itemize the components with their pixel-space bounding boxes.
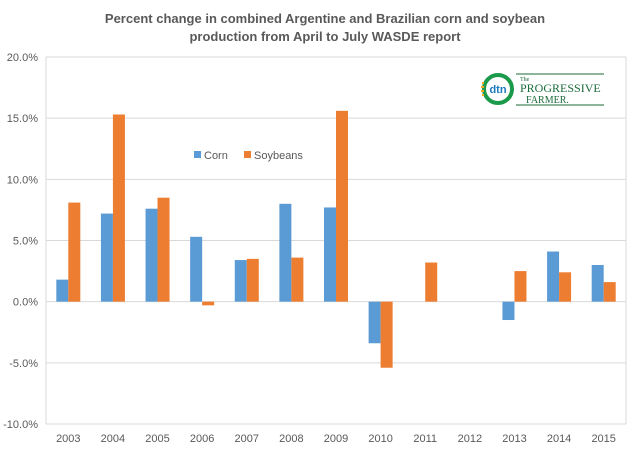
bar-corn-2013 <box>502 301 515 321</box>
x-tick-label: 2009 <box>324 433 348 445</box>
x-tick-label: 2008 <box>279 433 303 445</box>
y-tick-label: 5.0% <box>13 236 38 248</box>
x-tick-label: 2015 <box>591 433 615 445</box>
y-tick-label: 15.0% <box>7 113 38 125</box>
x-tick-label: 2007 <box>235 433 259 445</box>
legend-swatch-corn <box>194 151 201 158</box>
x-tick-label: 2005 <box>145 433 169 445</box>
x-tick-label: 2014 <box>547 433 571 445</box>
legend-label-soybeans: Soybeans <box>254 150 303 162</box>
dtn-accent-icon <box>481 82 484 96</box>
chart-title: Percent change in combined Argentine and… <box>80 10 570 46</box>
bar-soybeans-2006 <box>202 301 215 306</box>
bars <box>56 110 616 368</box>
legend-label-corn: Corn <box>204 150 228 162</box>
bar-soybeans-2007 <box>246 258 259 302</box>
x-tick-label: 2004 <box>101 433 125 445</box>
logo-farmer-text: FARMER. <box>526 95 569 106</box>
bar-soybeans-2015 <box>603 282 616 302</box>
logo-the-text: The <box>520 77 530 83</box>
chart-title-line-2: production from April to July WASDE repo… <box>189 29 461 44</box>
bar-soybeans-2008 <box>291 257 304 302</box>
x-tick-label: 2006 <box>190 433 214 445</box>
bar-soybeans-2014 <box>559 272 572 302</box>
x-tick-label: 2012 <box>458 433 482 445</box>
dtn-progressive-farmer-logo: dtn The PROGRESSIVE FARMER. <box>481 73 604 106</box>
dtn-ring-icon <box>482 73 514 105</box>
bar-soybeans-2013 <box>514 271 527 302</box>
bar-soybeans-2011 <box>425 262 438 302</box>
y-tick-label: 20.0% <box>7 52 38 64</box>
bar-soybeans-2010 <box>380 301 393 368</box>
x-tick-label: 2011 <box>413 433 437 445</box>
x-tick-label: 2003 <box>56 433 80 445</box>
y-tick-label: 0.0% <box>13 297 38 309</box>
chart-title-line-1: Percent change in combined Argentine and… <box>104 11 546 26</box>
logo-progressive-text: PROGRESSIVE <box>520 81 601 95</box>
bar-corn-2008 <box>279 203 292 302</box>
bar-soybeans-2009 <box>336 110 348 302</box>
logo-dtn-text: dtn <box>489 84 506 96</box>
bar-corn-2015 <box>591 264 604 302</box>
y-tick-label: -5.0% <box>9 358 38 370</box>
legend: Corn Soybeans <box>194 150 303 162</box>
axes <box>45 57 627 424</box>
legend-swatch-soybeans <box>244 151 251 158</box>
bar-corn-2005 <box>145 208 158 302</box>
bar-corn-2003 <box>56 279 69 302</box>
bar-corn-2007 <box>234 260 247 302</box>
bar-soybeans-2004 <box>112 114 125 302</box>
bar-corn-2010 <box>368 301 381 344</box>
bar-corn-2006 <box>190 236 203 302</box>
x-tick-labels: 2003 2004 2005 2006 2007 2008 2009 2010 2011 2012… <box>56 433 616 445</box>
bar-corn-2004 <box>100 213 113 302</box>
x-tick-label: 2010 <box>368 433 392 445</box>
x-tick-label: 2013 <box>502 433 526 445</box>
y-tick-label: -10.0% <box>3 419 38 431</box>
y-tick-labels: -10.0% -5.0% 0.0% 5.0% 10.0% 15.0% 20.0% <box>3 52 38 431</box>
bar-soybeans-2003 <box>68 202 81 302</box>
bar-corn-2014 <box>547 251 560 302</box>
y-tick-label: 10.0% <box>7 174 38 186</box>
bar-soybeans-2005 <box>157 197 170 302</box>
bar-corn-2009 <box>324 207 336 302</box>
